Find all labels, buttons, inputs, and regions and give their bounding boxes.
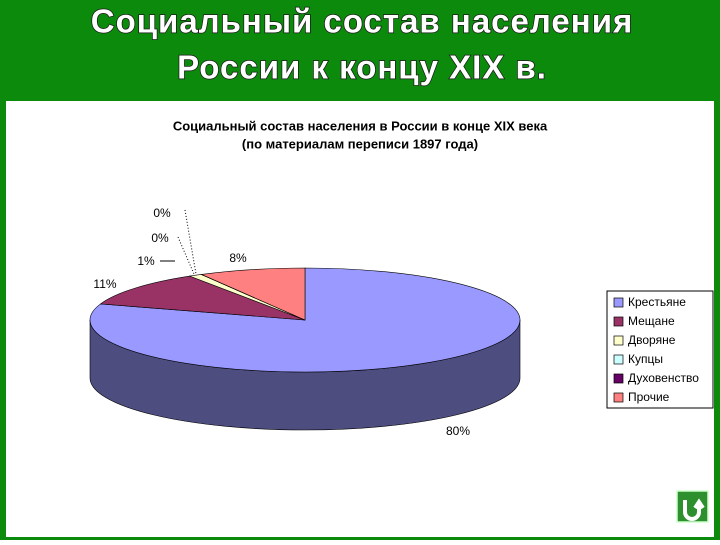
data-label: 8% bbox=[229, 251, 247, 265]
legend: Крестьяне Мещане Дворяне Купцы Духовенство Пр… bbox=[613, 295, 699, 404]
chart-title: Социальный состав населения в России в к… bbox=[173, 118, 548, 133]
nav-button-icon[interactable] bbox=[683, 498, 705, 521]
legend-swatch bbox=[613, 392, 624, 403]
leader-line bbox=[184, 209, 197, 275]
pie-slice bbox=[200, 267, 306, 321]
data-label: 1% bbox=[137, 254, 155, 268]
legend-swatch bbox=[613, 373, 624, 384]
legend-swatch bbox=[613, 316, 624, 327]
data-label: 11% bbox=[93, 277, 116, 291]
legend-swatch bbox=[613, 354, 624, 365]
pie: 80% 11% 1% 0% 0% 8% bbox=[89, 206, 521, 438]
data-label: 0% bbox=[153, 206, 171, 220]
legend-label: Прочие bbox=[628, 390, 670, 404]
legend-swatch bbox=[613, 297, 624, 308]
legend-label: Крестьяне bbox=[628, 295, 686, 309]
nav-button[interactable] bbox=[676, 490, 709, 523]
slide-title-line: Социальный состав населения bbox=[91, 3, 633, 40]
legend-box bbox=[606, 290, 714, 409]
legend-label: Мещане bbox=[628, 314, 675, 328]
slide-title-line: России к концу XIX в. bbox=[177, 49, 547, 86]
chart-subtitle: (по материалам переписи 1897 года) bbox=[242, 136, 478, 151]
data-label: 80% bbox=[446, 424, 470, 438]
pie-slice bbox=[99, 275, 306, 321]
legend-label: Дворяне bbox=[628, 333, 676, 347]
legend-label: Духовенство bbox=[628, 371, 699, 385]
data-label: 0% bbox=[151, 231, 169, 245]
legend-swatch bbox=[613, 335, 624, 346]
leader-line bbox=[177, 236, 195, 275]
legend-label: Купцы bbox=[628, 352, 663, 366]
